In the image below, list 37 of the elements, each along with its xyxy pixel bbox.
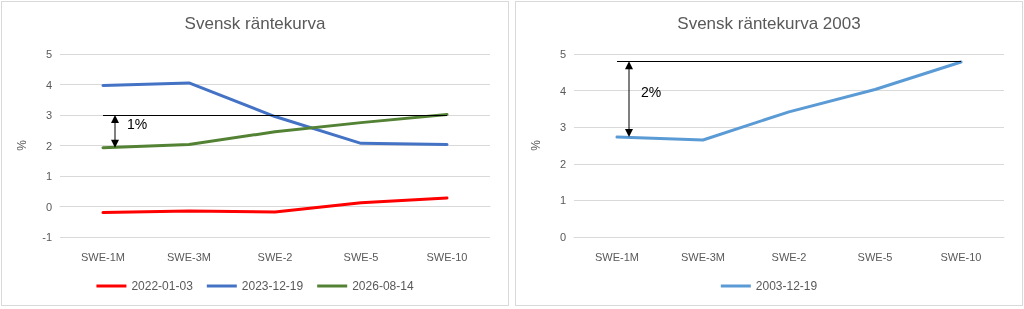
x-tick-label: SWE-5 (857, 250, 893, 263)
chart-title: Svensk räntekurva (184, 14, 326, 33)
x-tick-label: SWE-3M (167, 250, 211, 263)
x-tick-label: SWE-2 (257, 250, 293, 263)
y-tick-label: 2 (559, 157, 566, 170)
y-tick-label: 4 (45, 78, 52, 91)
x-tick-label: SWE-1M (595, 250, 639, 263)
y-tick-label: 1 (559, 194, 566, 207)
x-tick-label: SWE-3M (681, 250, 725, 263)
y-tick-label: 5 (45, 48, 52, 60)
legend-label: 2003-12-19 (755, 279, 818, 293)
y-axis-title: % (15, 139, 29, 151)
annotation: 2% (641, 84, 662, 101)
y-tick-label: 2 (45, 139, 52, 152)
x-tick-label: SWE-1M (81, 250, 125, 263)
y-tick-label: 1 (45, 170, 52, 182)
y-tick-label: 4 (559, 84, 566, 97)
line-series (101, 81, 449, 147)
legend-label: 2026-08-14 (352, 279, 414, 293)
x-tick-label: SWE-5 (343, 250, 379, 263)
y-axis-title: % (529, 139, 543, 151)
x-tick-label: SWE-10 (940, 250, 982, 263)
chart-title: Svensk räntekurva 2003 (677, 14, 861, 33)
y-tick-label: 0 (559, 231, 566, 243)
line-series (101, 196, 449, 215)
y-tick-label: -1 (42, 231, 52, 243)
legend-label: 2022-01-03 (131, 279, 194, 293)
line-series (101, 112, 449, 150)
x-tick-label: SWE-10 (426, 250, 468, 263)
legend-label: 2023-12-19 (241, 279, 304, 293)
y-tick-label: 3 (559, 121, 566, 134)
y-tick-label: 5 (559, 48, 566, 60)
annotation: 1% (127, 116, 148, 133)
y-tick-label: 0 (45, 200, 52, 213)
line-series (615, 60, 963, 142)
y-tick-label: 3 (45, 109, 52, 121)
x-tick-label: SWE-2 (771, 250, 807, 263)
